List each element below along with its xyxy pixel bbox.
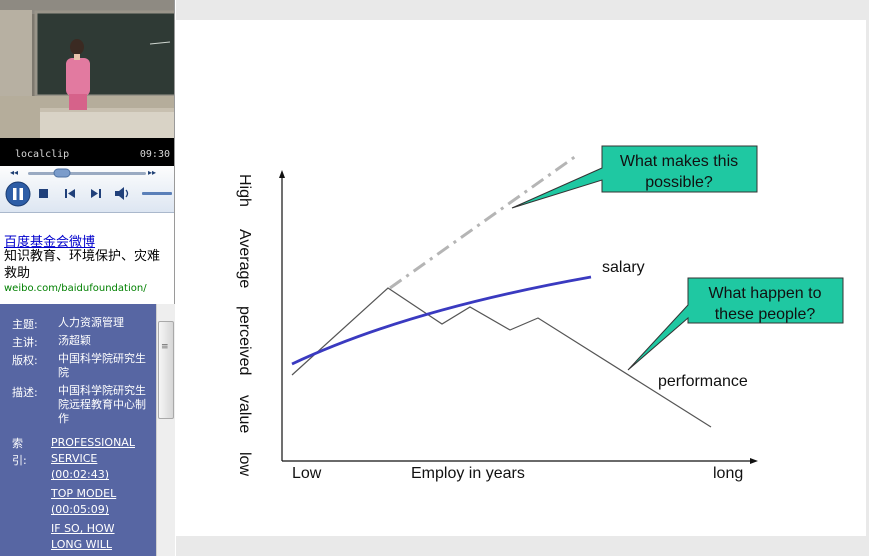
stop-button[interactable] [37, 187, 50, 200]
callout-2-line1: What happen to [709, 285, 822, 302]
grip-icon: ≡ [161, 342, 169, 352]
index-link[interactable]: TOP MODEL (00:05:09) [51, 487, 117, 516]
index-key: 索 [12, 437, 23, 450]
y-label-perceived: perceived [236, 306, 253, 375]
index-link[interactable]: IF SO, HOW LONG WILL [51, 522, 115, 551]
rewind-icon[interactable]: ◂◂ [10, 168, 19, 177]
scroll-thumb[interactable] [158, 321, 174, 419]
player-button-bar [5, 168, 172, 207]
info-key: 描述: [12, 386, 38, 399]
series-label-salary: salary [602, 259, 645, 276]
info-key: 主题: [12, 318, 38, 331]
y-label-average: Average [236, 229, 253, 288]
weibo-description: 知识教育、环境保护、灾难救助 [4, 249, 161, 281]
index-key-2: 引: [12, 454, 27, 467]
info-key: 版权: [12, 354, 38, 367]
slide: High Average perceived value low Low Emp… [176, 20, 866, 536]
y-label-value: value [236, 395, 253, 433]
x-axis-arrow [750, 458, 758, 464]
series-label-performance: performance [658, 373, 748, 390]
weibo-url[interactable]: weibo.com/baidufoundation/ [4, 283, 147, 294]
video-image [0, 0, 174, 138]
salary-line [291, 275, 592, 366]
y-label-high: High [236, 174, 253, 207]
seek-slider[interactable] [26, 167, 148, 179]
video-frame[interactable] [0, 0, 174, 138]
previous-button[interactable] [63, 187, 77, 200]
next-button[interactable] [89, 187, 103, 200]
left-panel: localclip 09:30 ◂◂ ▸▸ 百度基金会微博 [0, 0, 175, 556]
performance-line [291, 287, 712, 428]
info-scrollbar[interactable]: ≡ [156, 304, 175, 556]
x-label-employ: Employ in years [411, 465, 525, 482]
info-value: 中国科学院研究生院远程教育中心制作 [58, 384, 146, 425]
callout-1-line1: What makes this [620, 153, 738, 170]
volume-icon[interactable] [113, 185, 129, 201]
weibo-link[interactable]: 百度基金会微博 [4, 235, 96, 250]
fast-forward-icon[interactable]: ▸▸ [148, 168, 157, 177]
info-value: 中国科学院研究生院 [58, 352, 146, 379]
callout-box-1 [511, 145, 758, 209]
x-label-long: long [713, 465, 743, 482]
index-link[interactable]: PROFESSIONAL SERVICE (00:02:43) [51, 436, 135, 481]
slide-frame: High Average perceived value low Low Emp… [176, 0, 869, 556]
info-key: 主讲: [12, 336, 38, 349]
course-info: 主题: 人力资源管理 主讲: 汤超颖 版权: 中国科学院研究生院 描述: 中国科… [0, 304, 175, 556]
info-panel: 主题: 人力资源管理 主讲: 汤超颖 版权: 中国科学院研究生院 描述: 中国科… [0, 304, 156, 556]
clip-time: 09:30 [139, 149, 170, 160]
callout-box-2 [627, 277, 844, 371]
clip-title: localclip [15, 149, 70, 160]
callout-1-line2: possible? [645, 174, 713, 191]
info-value: 汤超颖 [58, 334, 91, 347]
volume-slider[interactable] [140, 188, 174, 198]
projection-line [389, 154, 577, 290]
slide-chart: High Average perceived value low Low Emp… [236, 145, 844, 482]
info-value: 人力资源管理 [58, 316, 124, 329]
x-label-low: Low [292, 465, 322, 482]
player-controls: ◂◂ ▸▸ [0, 166, 174, 213]
y-label-low: low [236, 452, 253, 476]
y-axis-arrow [279, 170, 285, 178]
play-pause-button[interactable] [6, 182, 30, 206]
clip-status-bar: localclip 09:30 [0, 138, 174, 166]
callout-2-line2: these people? [715, 306, 816, 323]
